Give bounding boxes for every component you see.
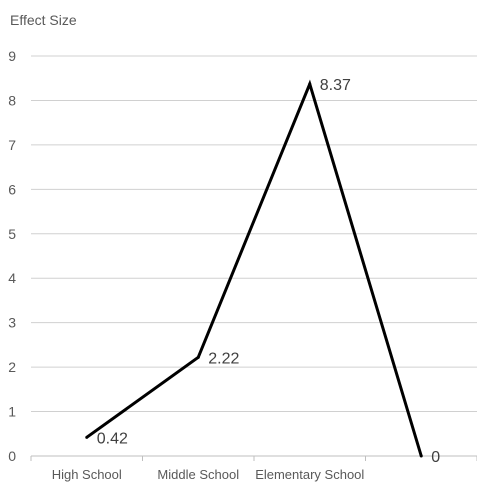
series-line <box>85 79 423 457</box>
series <box>85 79 423 458</box>
y-tick-label: 2 <box>8 359 16 375</box>
y-tick-label: 4 <box>8 270 16 286</box>
x-category-label: High School <box>52 467 122 482</box>
data-label: 2.22 <box>208 350 239 367</box>
y-tick-label: 1 <box>8 404 16 420</box>
x-category-label: Elementary School <box>255 467 364 482</box>
x-category-label: Middle School <box>157 467 239 482</box>
gridlines <box>31 55 477 413</box>
y-tick-label: 7 <box>8 137 16 153</box>
y-tick-label: 0 <box>8 448 16 464</box>
data-label: 8.37 <box>320 77 351 94</box>
data-labels: 0.42 2.22 8.37 0 <box>97 77 441 466</box>
data-label: 0 <box>431 449 440 466</box>
data-point <box>308 82 312 86</box>
y-tick-label: 9 <box>8 48 16 64</box>
y-axis-ticks: 0 1 2 3 4 5 6 7 8 9 <box>8 48 16 464</box>
y-tick-label: 5 <box>8 226 16 242</box>
y-tick-label: 3 <box>8 315 16 331</box>
y-tick-label: 8 <box>8 92 16 108</box>
data-point <box>85 435 89 439</box>
data-point <box>196 355 200 359</box>
y-tick-label: 6 <box>8 181 16 197</box>
data-label: 0.42 <box>97 430 128 447</box>
data-point <box>419 454 423 458</box>
x-axis: High School Middle School Elementary Schoo… <box>30 455 477 482</box>
y-axis-title: Effect Size <box>10 12 77 28</box>
